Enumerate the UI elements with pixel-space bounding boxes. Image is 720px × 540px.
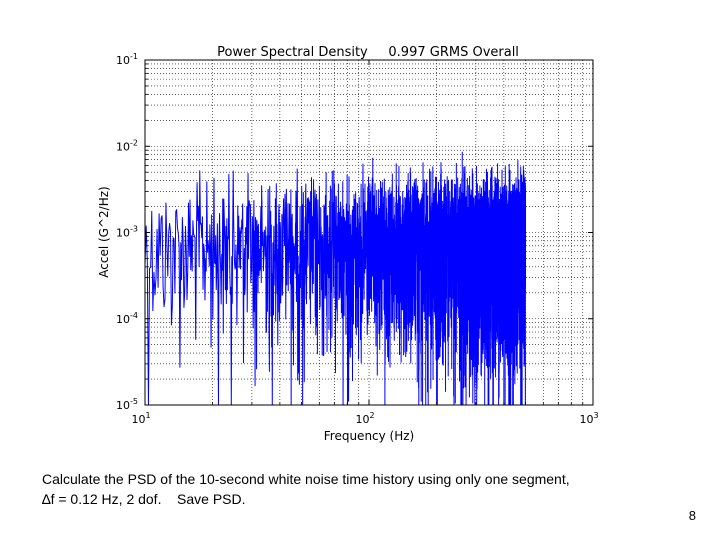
psd-chart: 101 102 103 10-1 10-2 10-3 10-4 10-5 Power Spec… xyxy=(97,45,599,443)
tick-marks: 101 102 103 10-1 10-2 10-3 10-4 10-5 xyxy=(116,52,599,426)
x-tick-label: 101 xyxy=(131,411,150,426)
slide-caption: Calculate the PSD of the 10-second white… xyxy=(42,469,682,509)
psd-series xyxy=(144,151,527,406)
y-tick-label: 10-5 xyxy=(116,397,138,412)
caption-line-1: Calculate the PSD of the 10-second white… xyxy=(42,471,570,487)
x-tick-label: 103 xyxy=(579,411,598,426)
page-number: 8 xyxy=(688,508,696,523)
x-tick-label: 102 xyxy=(355,411,374,426)
chart-title: Power Spectral Density 0.997 GRMS Overal… xyxy=(217,45,519,60)
psd-line xyxy=(144,151,527,406)
y-axis-label: Accel (G^2/Hz) xyxy=(97,186,111,277)
x-axis-label: Frequency (Hz) xyxy=(324,429,415,443)
caption-line-2: ∆f = 0.12 Hz, 2 dof. Save PSD. xyxy=(42,491,246,507)
y-tick-label: 10-3 xyxy=(116,225,138,240)
y-tick-label: 10-4 xyxy=(116,311,138,326)
y-tick-label: 10-1 xyxy=(116,52,138,67)
y-tick-label: 10-2 xyxy=(116,138,138,153)
chart-grid xyxy=(145,60,593,405)
